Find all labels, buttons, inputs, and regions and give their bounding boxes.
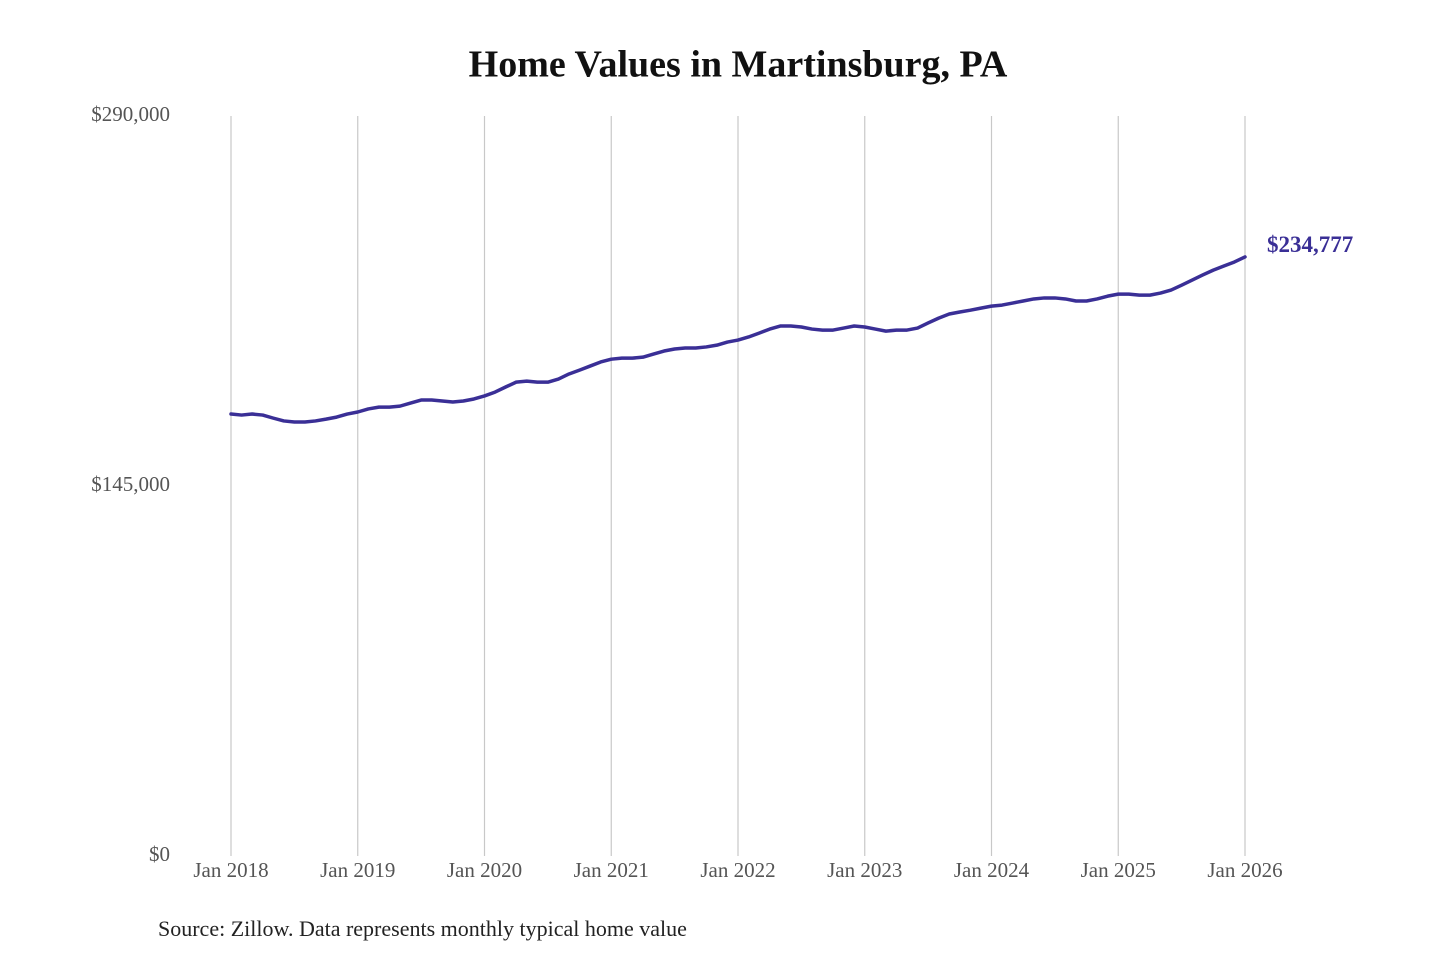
y-tick-label: $145,000	[91, 472, 170, 496]
y-tick-label: $290,000	[91, 102, 170, 126]
value-label: $234,777	[1267, 232, 1353, 257]
x-tick-label: Jan 2026	[1207, 858, 1282, 882]
data-line	[229, 255, 1247, 424]
x-tick-label: Jan 2021	[574, 858, 649, 882]
x-tick-label: Jan 2022	[700, 858, 775, 882]
y-tick-label: $0	[149, 842, 170, 866]
source-note: Source: Zillow. Data represents monthly …	[158, 916, 687, 941]
x-tick-label: Jan 2018	[193, 858, 268, 882]
x-tick-label: Jan 2023	[827, 858, 902, 882]
x-tick-label: Jan 2025	[1081, 858, 1156, 882]
x-tick-label: Jan 2024	[954, 858, 1030, 882]
x-tick-label: Jan 2019	[320, 858, 395, 882]
x-tick-label: Jan 2020	[447, 858, 522, 882]
chart-title: Home Values in Martinsburg, PA	[469, 44, 1008, 86]
